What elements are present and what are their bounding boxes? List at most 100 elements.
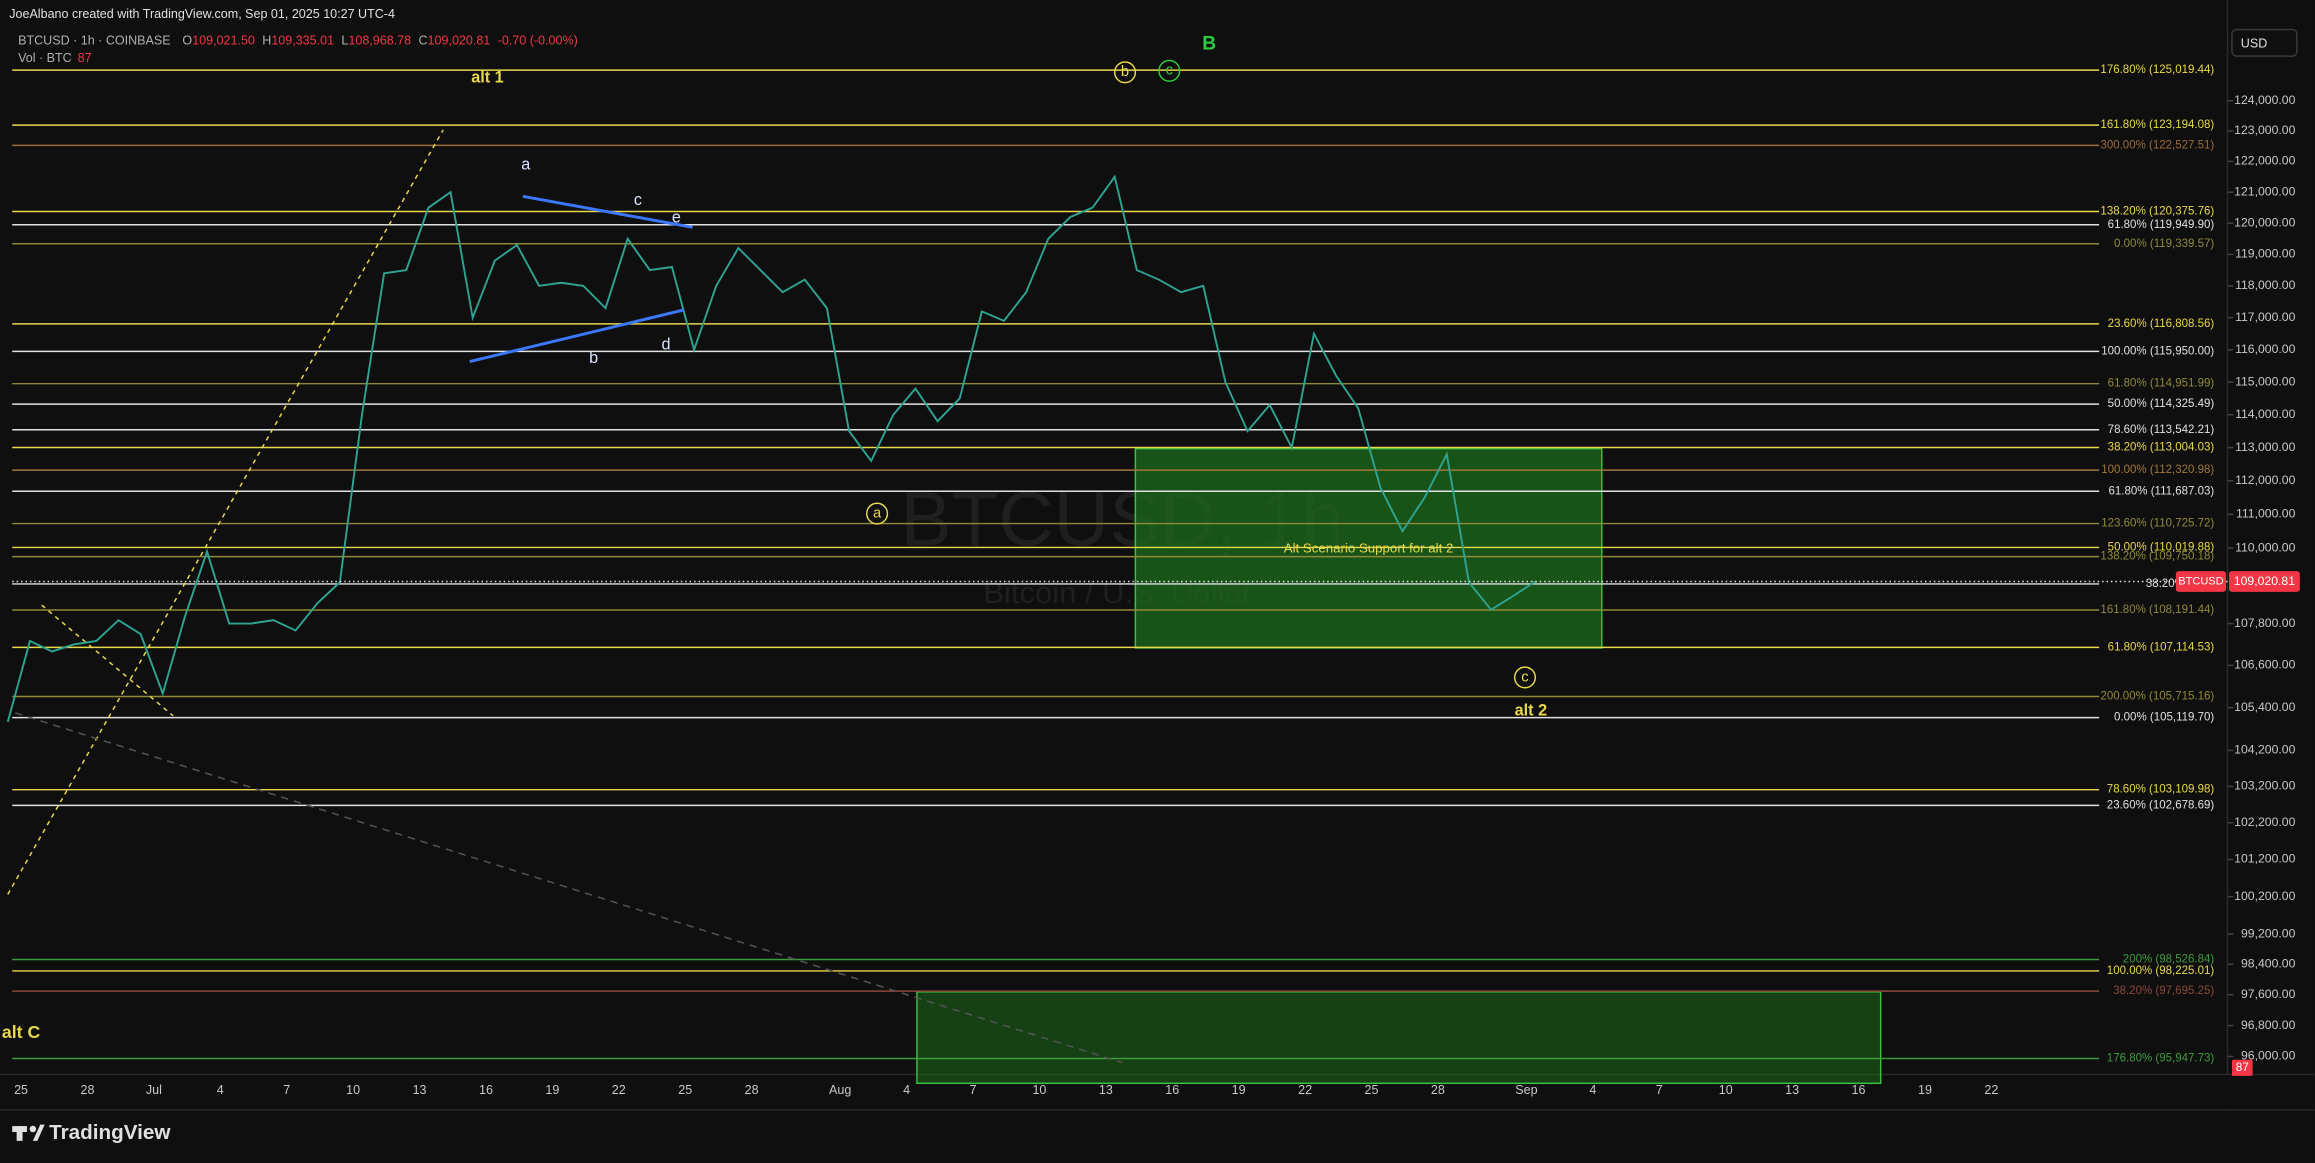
wave-label: alt 2: [1515, 702, 1547, 720]
x-tick-label: Sep: [1515, 1083, 1537, 1097]
level-label: 161.80% (108,191.44): [2100, 604, 2214, 616]
y-tick-label: 106,600.00: [2234, 658, 2295, 672]
price-axis-panel: [2227, 0, 2315, 1110]
x-tick-label: 13: [1785, 1083, 1799, 1097]
x-tick-label: 19: [545, 1083, 559, 1097]
ohlc-key: O: [182, 34, 192, 48]
y-tick-label: 105,400.00: [2234, 700, 2295, 714]
y-tick-label: 96,000.00: [2241, 1049, 2296, 1063]
change: -0.70 (-0.00%): [498, 34, 578, 48]
wave-label: B: [1202, 33, 1216, 54]
level-label: 300.00% (122,527.51): [2100, 139, 2214, 151]
wave-label: e: [672, 209, 681, 227]
wave-label: a: [873, 505, 882, 521]
symbol-tag-label: BTCUSD: [2178, 575, 2223, 587]
brand: TradingView: [49, 1121, 171, 1144]
level-label: 0.00% (119,339.57): [2114, 238, 2214, 250]
trend-dashed: [41, 604, 174, 717]
x-tick-label: 16: [1852, 1083, 1866, 1097]
x-tick-label: 28: [81, 1083, 95, 1097]
ohlc-value: 109,020.81: [428, 34, 491, 48]
logo-mark: [16, 1126, 23, 1141]
level-label: 61.80% (119,949.90): [2108, 219, 2215, 231]
y-tick-label: 98,400.00: [2241, 957, 2296, 971]
y-tick-label: 114,000.00: [2235, 407, 2296, 421]
x-tick-label: 16: [1165, 1083, 1179, 1097]
currency-label[interactable]: USD: [2241, 37, 2267, 51]
x-tick-label: 25: [1365, 1083, 1379, 1097]
x-tick-label: Jul: [146, 1083, 162, 1097]
level-label: 138.20% (120,375.76): [2100, 206, 2214, 218]
level-label: 100.00% (115,950.00): [2101, 345, 2214, 357]
wave-circle: [866, 502, 889, 525]
axis-layer: 124,000.00 123,000.00 122,000.00 121,000.00…: [14, 93, 2300, 1097]
wave-circle: [1113, 61, 1137, 84]
y-tick-label: 112,000.00: [2235, 473, 2296, 487]
currency-button[interactable]: [2231, 28, 2298, 57]
zone-label: Alt Scenario Support for alt 2: [1284, 541, 1454, 556]
ohlc-value: 108,968.78: [348, 34, 411, 48]
x-tick-label: 7: [283, 1083, 290, 1097]
y-tick-label: 121,000.00: [2234, 184, 2295, 198]
price-tag-label: 109,020.81: [2234, 574, 2295, 588]
y-tick-label: 110,000.00: [2235, 540, 2296, 554]
level-label: 100.00% (98,225.01): [2107, 965, 2215, 977]
wave-label: c: [1166, 63, 1173, 79]
x-tick-label: 4: [1589, 1083, 1596, 1097]
level-label: 176.80% (95,947.73): [2107, 1053, 2215, 1065]
x-tick-label: 4: [217, 1083, 224, 1097]
y-tick-label: 113,000.00: [2235, 440, 2296, 454]
x-tick-label: 22: [1984, 1083, 1998, 1097]
logo-mark: [32, 1124, 45, 1141]
ohlc-value: 109,021.50: [192, 34, 255, 48]
level-label: 50.00% (114,325.49): [2108, 398, 2215, 410]
volume-line: Vol · BTC 87: [18, 51, 91, 65]
symbol-tag: [2175, 571, 2227, 592]
x-tick-label: 4: [903, 1083, 910, 1097]
x-tick-label: 7: [1656, 1083, 1663, 1097]
y-tick-label: 119,000.00: [2235, 247, 2296, 261]
x-tick-label: 10: [1719, 1083, 1733, 1097]
x-tick-label: 7: [970, 1083, 977, 1097]
y-tick-label: 117,000.00: [2235, 310, 2296, 324]
grid-layer: [2227, 99, 2234, 1058]
ohlc-key: L: [341, 34, 348, 48]
level-label: 61.80% (114,951.99): [2108, 378, 2215, 390]
wave-label: a: [521, 156, 531, 174]
x-tick-label: 10: [1032, 1083, 1046, 1097]
y-tick-label: 116,000.00: [2235, 342, 2296, 356]
x-tick-label: 25: [678, 1083, 692, 1097]
ohlc-key: C: [419, 34, 428, 48]
wave-circle: [1513, 666, 1537, 689]
level-label: 23.60% (116,808.56): [2108, 318, 2215, 330]
y-tick-label: 120,000.00: [2234, 215, 2295, 229]
x-tick-label: 25: [14, 1083, 28, 1097]
level-label: 123.60% (110,725.72): [2101, 518, 2214, 530]
y-tick-label: 104,200.00: [2234, 743, 2295, 757]
level-label: 100.00% (112,320.98): [2101, 464, 2214, 476]
y-tick-label: 115,000.00: [2235, 374, 2296, 388]
credit: JoeAlbano created with TradingView.com, …: [9, 7, 395, 21]
x-tick-label: 19: [1918, 1083, 1932, 1097]
y-tick-label: 124,000.00: [2234, 93, 2295, 107]
y-tick-label: 107,800.00: [2234, 616, 2295, 630]
level-label: 38.20% (97,695.25): [2113, 985, 2214, 997]
level-label: 138.20% (109,750.18): [2100, 551, 2214, 563]
level-label: 200% (98,526.84): [2123, 954, 2215, 966]
volume-tag-label: 87: [2236, 1060, 2249, 1074]
y-tick-label: 101,200.00: [2234, 852, 2295, 866]
volume-tag: [2231, 1059, 2253, 1076]
wave-circle: [1158, 59, 1181, 82]
price-line: [6, 174, 1536, 723]
wave-label: b: [589, 349, 598, 367]
logo: TradingView: [12, 1121, 171, 1144]
y-tick-label: 123,000.00: [2234, 123, 2295, 137]
level-label: 78.60% (103,109.98): [2107, 784, 2215, 796]
level-label: 23.60% (102,678.69): [2107, 799, 2215, 811]
x-tick-label: 22: [1298, 1083, 1312, 1097]
triangle-line: [522, 194, 693, 229]
ohlc-key: H: [262, 34, 271, 48]
level-label: 50.00% (110,019.88): [2108, 541, 2215, 553]
x-tick-label: 28: [1431, 1083, 1445, 1097]
